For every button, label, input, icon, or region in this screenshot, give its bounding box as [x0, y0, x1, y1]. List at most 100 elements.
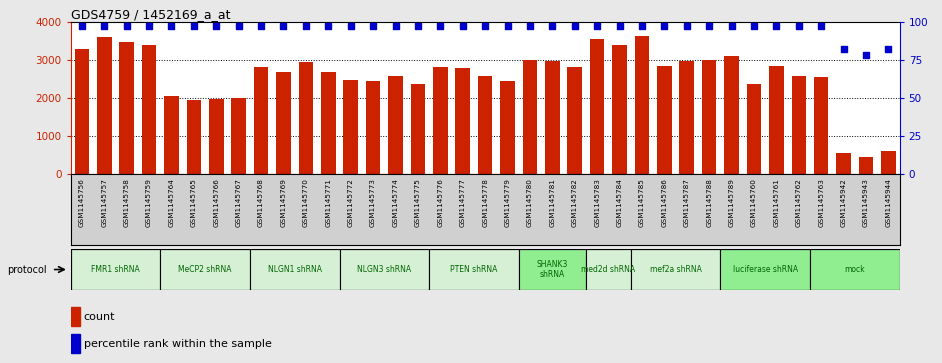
Bar: [232, 98, 246, 174]
Text: GSM1145760: GSM1145760: [751, 178, 757, 227]
Point: [500, 24, 515, 29]
Bar: [612, 45, 626, 174]
Text: GSM1145774: GSM1145774: [393, 178, 398, 227]
Point: [411, 24, 426, 29]
Point: [455, 24, 470, 29]
Bar: [365, 81, 381, 174]
Text: luciferase shRNA: luciferase shRNA: [733, 265, 798, 274]
Text: GSM1145789: GSM1145789: [728, 178, 735, 227]
Point: [679, 24, 694, 29]
Bar: [881, 151, 896, 174]
Bar: [658, 66, 672, 174]
Bar: [814, 77, 828, 174]
Bar: [430, 249, 519, 290]
Text: GDS4759 / 1452169_a_at: GDS4759 / 1452169_a_at: [71, 8, 230, 21]
Bar: [71, 249, 160, 290]
Bar: [635, 36, 649, 174]
Text: GSM1145766: GSM1145766: [213, 178, 219, 227]
Bar: [344, 80, 358, 174]
Text: GSM1145942: GSM1145942: [840, 178, 847, 227]
Bar: [769, 66, 784, 174]
Point: [791, 24, 806, 29]
Bar: [455, 68, 470, 174]
Text: GSM1145761: GSM1145761: [773, 178, 779, 227]
Bar: [97, 37, 111, 174]
Bar: [164, 97, 179, 174]
Point: [881, 46, 896, 52]
Text: FMR1 shRNA: FMR1 shRNA: [91, 265, 139, 274]
Text: GSM1145784: GSM1145784: [617, 178, 623, 227]
Text: GSM1145778: GSM1145778: [482, 178, 488, 227]
Point: [657, 24, 672, 29]
Point: [836, 46, 852, 52]
Text: NLGN1 shRNA: NLGN1 shRNA: [268, 265, 322, 274]
Bar: [679, 61, 694, 174]
Point: [343, 24, 358, 29]
Text: NLGN3 shRNA: NLGN3 shRNA: [357, 265, 412, 274]
Point: [612, 24, 627, 29]
Text: GSM1145763: GSM1145763: [819, 178, 824, 227]
Point: [544, 24, 560, 29]
Text: GSM1145787: GSM1145787: [684, 178, 690, 227]
Point: [432, 24, 447, 29]
Bar: [567, 67, 582, 174]
Bar: [411, 84, 425, 174]
Bar: [187, 99, 202, 174]
Point: [321, 24, 336, 29]
Text: GSM1145780: GSM1145780: [527, 178, 533, 227]
Point: [388, 24, 403, 29]
Bar: [519, 249, 586, 290]
Point: [724, 24, 739, 29]
Text: SHANK3
shRNA: SHANK3 shRNA: [537, 260, 568, 279]
Bar: [545, 61, 560, 174]
Text: GSM1145781: GSM1145781: [549, 178, 556, 227]
Bar: [859, 157, 873, 174]
Point: [231, 24, 246, 29]
Text: mef2a shRNA: mef2a shRNA: [650, 265, 702, 274]
Bar: [791, 76, 806, 174]
Text: GSM1145767: GSM1145767: [236, 178, 242, 227]
Bar: [810, 249, 900, 290]
Point: [634, 24, 649, 29]
Text: GSM1145788: GSM1145788: [706, 178, 712, 227]
Text: GSM1145775: GSM1145775: [414, 178, 421, 227]
Text: GSM1145768: GSM1145768: [258, 178, 264, 227]
Bar: [590, 39, 605, 174]
Text: GSM1145773: GSM1145773: [370, 178, 376, 227]
Text: protocol: protocol: [8, 265, 47, 274]
Text: GSM1145783: GSM1145783: [594, 178, 600, 227]
Bar: [142, 45, 156, 174]
Bar: [478, 76, 493, 174]
Text: med2d shRNA: med2d shRNA: [581, 265, 636, 274]
Text: GSM1145764: GSM1145764: [169, 178, 174, 227]
Bar: [71, 334, 80, 353]
Text: GSM1145765: GSM1145765: [191, 178, 197, 227]
Bar: [299, 62, 313, 174]
Text: GSM1145762: GSM1145762: [796, 178, 802, 227]
Text: GSM1145776: GSM1145776: [437, 178, 444, 227]
Text: GSM1145777: GSM1145777: [460, 178, 465, 227]
Point: [858, 52, 873, 58]
Point: [523, 24, 538, 29]
Bar: [586, 249, 631, 290]
Text: GSM1145757: GSM1145757: [101, 178, 107, 227]
Text: percentile rank within the sample: percentile rank within the sample: [84, 339, 271, 349]
Point: [97, 24, 112, 29]
Text: GSM1145779: GSM1145779: [505, 178, 511, 227]
Point: [746, 24, 761, 29]
Bar: [321, 73, 335, 174]
Point: [814, 24, 829, 29]
Point: [567, 24, 582, 29]
Point: [769, 24, 784, 29]
Bar: [433, 67, 447, 174]
Text: GSM1145943: GSM1145943: [863, 178, 869, 227]
Text: GSM1145758: GSM1145758: [123, 178, 130, 227]
Bar: [721, 249, 810, 290]
Point: [187, 24, 202, 29]
Text: GSM1145771: GSM1145771: [325, 178, 332, 227]
Bar: [500, 81, 515, 174]
Point: [365, 24, 381, 29]
Text: GSM1145944: GSM1145944: [885, 178, 891, 227]
Point: [299, 24, 314, 29]
Text: MeCP2 shRNA: MeCP2 shRNA: [178, 265, 232, 274]
